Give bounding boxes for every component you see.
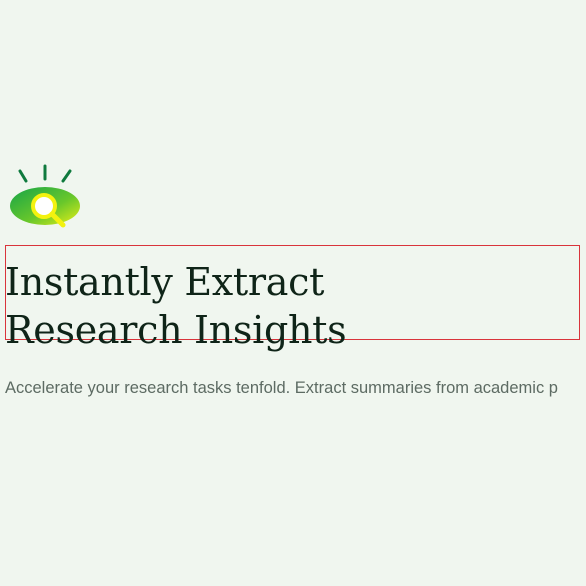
headline-line-2: Research Insights	[5, 308, 347, 352]
headline-highlight-box	[5, 245, 580, 340]
hero-subtitle: Accelerate your research tasks tenfold. …	[5, 379, 558, 397]
headline-line-1: Instantly Extract	[5, 260, 325, 304]
eye-magnifier-logo-icon	[8, 164, 84, 230]
hero-headline: Instantly Extract Research Insights	[5, 258, 347, 354]
